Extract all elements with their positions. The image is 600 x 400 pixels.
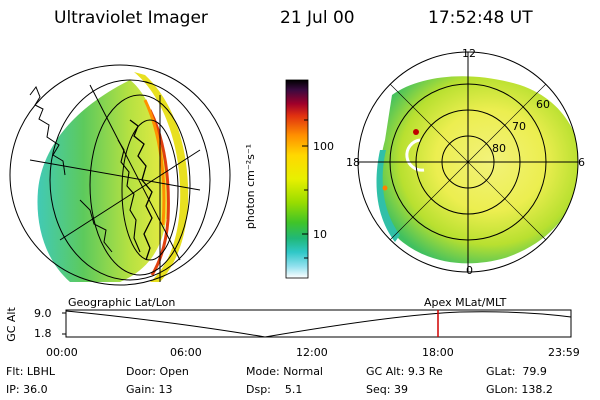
observation-time: 17:52:48 UT [428,8,533,28]
colorbar-tick-100: 100 [313,140,334,153]
lat-label-60: 60 [536,98,550,111]
filter-value: LBHL [26,365,55,378]
glat-label: GLat: [486,365,516,378]
door-value: Open [159,365,189,378]
dsp-label: Dsp: [246,383,271,396]
altitude-ytick-1-8: 1.8 [34,327,52,340]
mode-label: Mode: [246,365,280,378]
seq-value: 39 [393,383,408,396]
info-mode: Mode: Normal [246,365,323,378]
polar-image [357,51,579,273]
altitude-plot [62,309,572,338]
altitude-ytick-9: 9.0 [34,307,52,320]
mode-value: Normal [283,365,323,378]
glon-value: 138.2 [521,383,553,396]
mlt-label-6: 6 [578,156,585,169]
time-tick-2359: 23:59 [548,346,580,359]
info-glon: GLon: 138.2 [486,383,553,396]
door-label: Door: [126,365,156,378]
mlt-label-18: 18 [346,156,360,169]
time-tick-0600: 06:00 [170,346,202,359]
glat-value: 79.9 [522,365,547,378]
glon-label: GLon: [486,383,518,396]
mlt-label-0: 0 [466,264,473,277]
colorbar-unit-label: photon cm⁻²s⁻¹ [244,143,258,230]
info-gcalt: GC Alt: 9.3 Re [366,365,443,378]
gcalt-label: GC Alt: [366,365,405,378]
seq-label: Seq: [366,383,391,396]
lat-label-70: 70 [512,120,526,133]
time-tick-1200: 12:00 [296,346,328,359]
filter-label: Flt: [6,365,24,378]
time-tick-0000: 00:00 [46,346,78,359]
mlt-label-12: 12 [462,47,476,60]
info-filter: Flt: LBHL [6,365,55,378]
info-door: Door: Open [126,365,189,378]
colorbar [285,79,309,279]
instrument-title: Ultraviolet Imager [54,8,208,28]
colorbar-tick-10: 10 [313,228,327,241]
ip-value: 36.0 [23,383,48,396]
gcalt-value: 9.3 Re [407,365,443,378]
geographic-image [9,64,231,286]
info-gain: Gain: 13 [126,383,173,396]
altitude-ylabel: GC Alt [4,307,18,342]
apex-projection-label: Apex MLat/MLT [424,296,507,309]
lat-label-80: 80 [492,142,506,155]
dsp-value: 5.1 [284,383,303,396]
time-tick-1800: 18:00 [422,346,454,359]
observation-date: 21 Jul 00 [280,8,355,28]
info-dsp: Dsp: 5.1 [246,383,302,396]
geographic-projection-label: Geographic Lat/Lon [68,296,176,309]
ip-label: IP: [6,383,20,396]
gain-label: Gain: [126,383,155,396]
info-ip: IP: 36.0 [6,383,48,396]
info-glat: GLat: 79.9 [486,365,547,378]
info-seq: Seq: 39 [366,383,408,396]
gain-value: 13 [158,383,173,396]
